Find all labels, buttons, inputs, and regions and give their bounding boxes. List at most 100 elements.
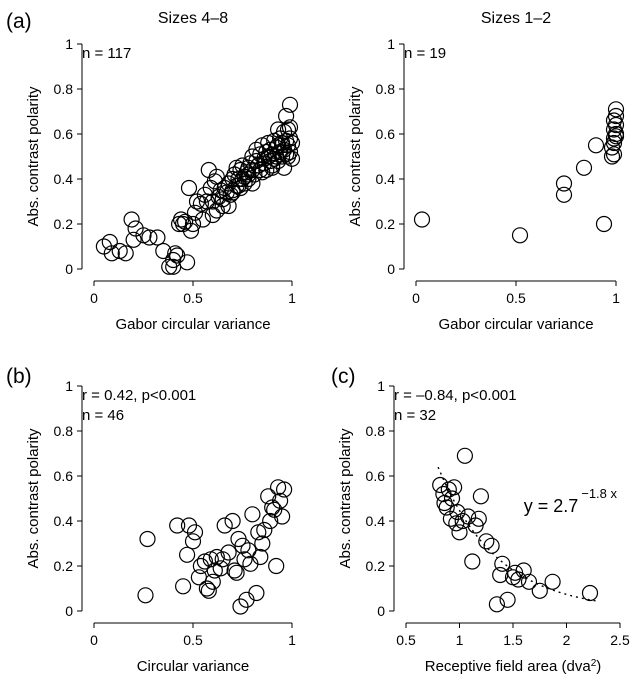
- data-point: [483, 537, 500, 554]
- data-point: [212, 560, 229, 577]
- y-tick-label: 0.4: [366, 513, 386, 529]
- data-point: [603, 148, 621, 165]
- data-point: [276, 481, 293, 498]
- data-point: [220, 197, 237, 215]
- y-tick-label: 0.4: [376, 171, 396, 187]
- data-point: [270, 121, 287, 138]
- y-tick-label: 1: [377, 378, 385, 394]
- y-tick-label: 0.8: [366, 423, 386, 439]
- y-tick-label: 0.4: [54, 171, 74, 187]
- data-point: [413, 211, 431, 228]
- data-point: [180, 517, 198, 534]
- y-tick-label: 0.2: [54, 216, 74, 232]
- y-tick-label: 0.6: [54, 468, 74, 484]
- chart-0: Sizes 4–8 0 0.2 0.4 0.6 0.8 1 0 0.5 1 Gabor circul…: [25, 10, 301, 333]
- data-point: [281, 119, 299, 136]
- data-point: [449, 503, 466, 521]
- x-tick-label: 2: [563, 632, 571, 648]
- data-point: [175, 578, 192, 595]
- data-point: [192, 557, 209, 575]
- data-point: [531, 582, 548, 599]
- chart-3: 0 0.2 0.4 0.6 0.8 1 0.5 1 1.5 2 2.5 Receptive field…: [337, 378, 630, 675]
- data-point: [248, 584, 265, 602]
- data-point: [208, 202, 225, 219]
- data-point: [141, 229, 158, 246]
- x-tick-label: 0: [90, 632, 98, 648]
- data-point: [246, 166, 263, 183]
- x-tick-label: 0: [412, 290, 420, 306]
- data-point: [139, 530, 156, 548]
- x-tick-label: 1: [288, 632, 296, 648]
- data-point: [125, 231, 142, 248]
- x-axis-label: Receptive field area (dva2): [425, 658, 602, 676]
- x-tick-label: 2.5: [610, 632, 630, 648]
- panel-label-a: (a): [6, 10, 32, 33]
- data-point: [232, 598, 249, 615]
- data-point: [103, 245, 120, 262]
- data-point: [451, 524, 468, 541]
- data-point: [472, 488, 489, 505]
- data-point: [198, 580, 215, 597]
- data-point: [499, 591, 516, 608]
- panel-label-c: (c): [331, 365, 356, 388]
- x-tick-label: 1: [456, 632, 464, 648]
- data-point: [123, 211, 140, 228]
- data-point: [238, 591, 255, 608]
- data-point: [607, 116, 625, 134]
- data-point: [184, 533, 202, 550]
- x-tick-label: 0.5: [183, 632, 203, 648]
- data-point: [214, 551, 231, 568]
- data-point: [224, 512, 241, 530]
- data-point: [250, 157, 267, 174]
- data-point: [506, 564, 524, 581]
- data-point: [149, 229, 166, 246]
- y-tick-label: 0.2: [376, 216, 396, 232]
- y-axis-label: Abs. contrast polarity: [25, 86, 42, 227]
- data-point: [240, 166, 257, 183]
- data-point: [605, 134, 623, 152]
- y-axis-label: Abs. contrast polarity: [337, 428, 354, 569]
- data-point: [214, 197, 231, 215]
- x-tick-label: 0: [90, 290, 98, 306]
- fit-equation: y = 2.7−1.8 x: [524, 486, 618, 516]
- data-point: [254, 535, 271, 552]
- data-point: [182, 222, 200, 239]
- y-tick-label: 1: [65, 36, 73, 52]
- data-point: [456, 447, 473, 464]
- data-point: [169, 517, 186, 534]
- data-point: [264, 159, 281, 176]
- y-tick-label: 0.2: [366, 558, 386, 574]
- y-axis-label: Abs. contrast polarity: [25, 428, 42, 569]
- data-point: [167, 245, 184, 262]
- data-point: [101, 233, 118, 251]
- data-point: [179, 546, 196, 563]
- data-point: [204, 206, 221, 224]
- data-point: [581, 584, 599, 602]
- data-point: [252, 548, 269, 566]
- data-point: [244, 506, 261, 523]
- chart-title: Sizes 4–8: [158, 10, 228, 27]
- data-point: [244, 175, 261, 192]
- data-point: [488, 596, 505, 613]
- data-point: [464, 553, 481, 570]
- data-point: [555, 175, 573, 192]
- data-point: [228, 564, 245, 581]
- x-tick-label: 1: [288, 290, 296, 306]
- data-point: [262, 512, 279, 530]
- y-tick-label: 0.6: [366, 468, 386, 484]
- data-point: [274, 508, 291, 525]
- data-point: [236, 551, 253, 568]
- y-tick-label: 0.4: [54, 513, 74, 529]
- data-point: [268, 557, 285, 575]
- data-point: [278, 107, 295, 125]
- data-point: [595, 215, 613, 233]
- data-point: [432, 476, 449, 494]
- x-axis-label: Gabor circular variance: [115, 316, 270, 333]
- data-point: [260, 148, 277, 165]
- x-axis-label: Circular variance: [137, 658, 250, 675]
- data-point: [511, 227, 529, 244]
- data-point: [165, 251, 182, 269]
- stat-annotation: r = –0.84, p<0.001: [394, 387, 517, 404]
- x-tick-label: 0.5: [183, 290, 203, 306]
- data-point: [575, 159, 593, 176]
